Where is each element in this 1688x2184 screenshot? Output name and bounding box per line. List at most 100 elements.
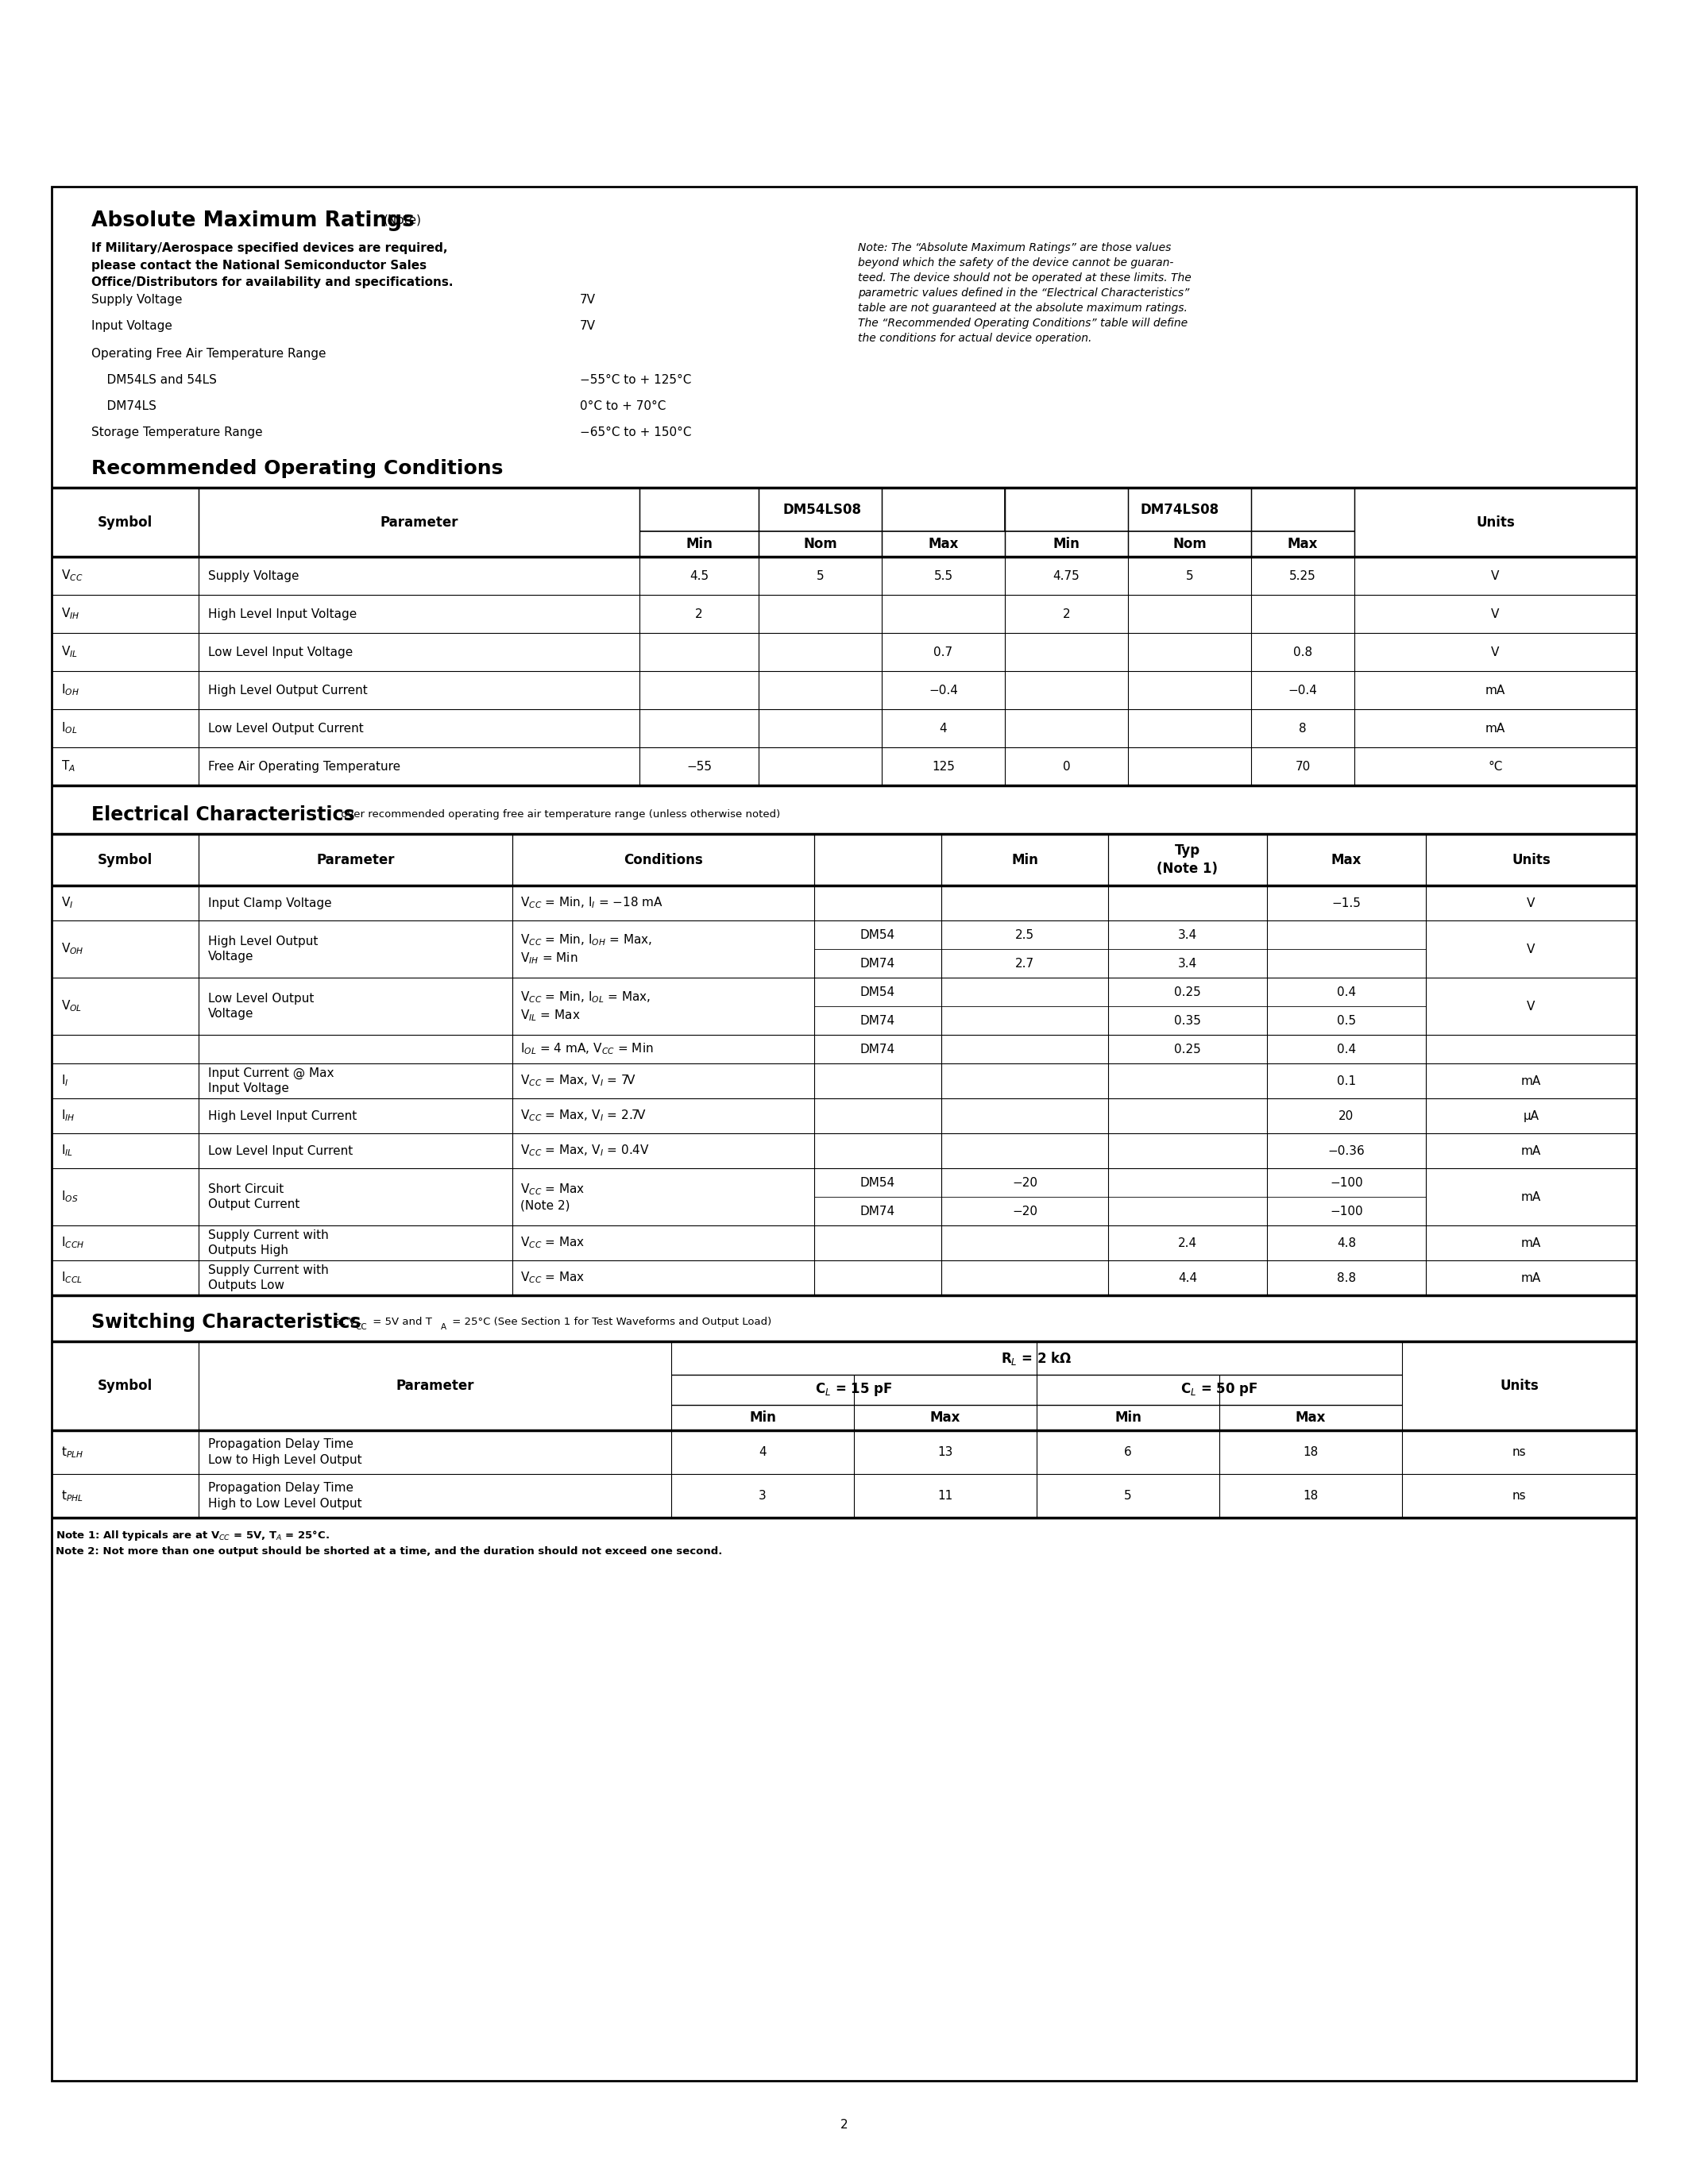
Text: Nom: Nom <box>1173 537 1207 550</box>
Text: Parameter: Parameter <box>316 852 395 867</box>
Text: DM74LS08: DM74LS08 <box>1141 502 1219 518</box>
Text: 5: 5 <box>817 570 824 581</box>
Text: 20: 20 <box>1339 1109 1354 1123</box>
Text: −20: −20 <box>1013 1177 1038 1188</box>
Text: Symbol: Symbol <box>98 1378 152 1393</box>
Text: DM54LS and 54LS: DM54LS and 54LS <box>91 373 216 387</box>
Text: 5: 5 <box>1185 570 1193 581</box>
Text: t$_{PHL}$: t$_{PHL}$ <box>61 1489 83 1503</box>
Text: Conditions: Conditions <box>623 852 702 867</box>
Text: 6: 6 <box>1124 1446 1133 1459</box>
Text: I$_{CCL}$: I$_{CCL}$ <box>61 1271 83 1284</box>
Text: Input Clamp Voltage: Input Clamp Voltage <box>208 898 333 909</box>
Text: mA: mA <box>1521 1075 1541 1088</box>
Text: Units: Units <box>1512 852 1551 867</box>
Text: Propagation Delay Time
High to Low Level Output: Propagation Delay Time High to Low Level… <box>208 1483 361 1509</box>
Text: 3.4: 3.4 <box>1178 957 1197 970</box>
Text: 0.4: 0.4 <box>1337 985 1355 998</box>
Text: at V: at V <box>331 1317 356 1328</box>
Text: −20: −20 <box>1013 1206 1038 1216</box>
Text: 0.8: 0.8 <box>1293 646 1312 657</box>
Text: −1.5: −1.5 <box>1332 898 1361 909</box>
Text: V$_{CC}$ = Max
(Note 2): V$_{CC}$ = Max (Note 2) <box>520 1182 586 1212</box>
Text: Parameter: Parameter <box>395 1378 474 1393</box>
Text: DM54: DM54 <box>861 985 895 998</box>
Text: V: V <box>1491 607 1499 620</box>
Text: Symbol: Symbol <box>98 515 152 529</box>
Text: 8.8: 8.8 <box>1337 1271 1355 1284</box>
Text: DM74LS: DM74LS <box>91 400 157 413</box>
Text: Note: The “Absolute Maximum Ratings” are those values
beyond which the safety of: Note: The “Absolute Maximum Ratings” are… <box>858 242 1192 343</box>
Text: Min: Min <box>1053 537 1080 550</box>
Text: Low Level Output
Voltage: Low Level Output Voltage <box>208 994 314 1020</box>
Text: 3.4: 3.4 <box>1178 928 1197 941</box>
Text: 125: 125 <box>932 760 955 773</box>
Text: I$_{OL}$: I$_{OL}$ <box>61 721 78 736</box>
Text: V$_{CC}$ = Max, V$_I$ = 0.4V: V$_{CC}$ = Max, V$_I$ = 0.4V <box>520 1144 650 1158</box>
Text: Low Level Output Current: Low Level Output Current <box>208 723 363 734</box>
Text: I$_{IH}$: I$_{IH}$ <box>61 1109 74 1123</box>
Text: DM54LS08: DM54LS08 <box>783 502 861 518</box>
Text: = 25°C (See Section 1 for Test Waveforms and Output Load): = 25°C (See Section 1 for Test Waveforms… <box>449 1317 771 1328</box>
Text: Min: Min <box>749 1411 776 1424</box>
Text: DM54: DM54 <box>861 1177 895 1188</box>
Text: Input Current @ Max
Input Voltage: Input Current @ Max Input Voltage <box>208 1068 334 1094</box>
Text: Nom: Nom <box>803 537 837 550</box>
Text: 0.5: 0.5 <box>1337 1016 1355 1026</box>
Text: Storage Temperature Range: Storage Temperature Range <box>91 426 263 439</box>
Text: 4.8: 4.8 <box>1337 1236 1355 1249</box>
Text: t$_{PLH}$: t$_{PLH}$ <box>61 1446 84 1459</box>
Text: V$_I$: V$_I$ <box>61 895 73 911</box>
Text: I$_{OH}$: I$_{OH}$ <box>61 684 79 697</box>
Text: 0.25: 0.25 <box>1175 985 1200 998</box>
Text: 2.5: 2.5 <box>1014 928 1035 941</box>
Text: Min: Min <box>1011 852 1038 867</box>
Text: V$_{CC}$ = Max, V$_I$ = 7V: V$_{CC}$ = Max, V$_I$ = 7V <box>520 1075 636 1088</box>
Text: I$_{IL}$: I$_{IL}$ <box>61 1144 73 1158</box>
Text: 7V: 7V <box>581 295 596 306</box>
Text: 0.25: 0.25 <box>1175 1044 1200 1055</box>
Text: mA: mA <box>1521 1144 1541 1158</box>
Text: 4.75: 4.75 <box>1053 570 1080 581</box>
Text: 11: 11 <box>937 1489 954 1503</box>
Text: If Military/Aerospace specified devices are required,
please contact the Nationa: If Military/Aerospace specified devices … <box>91 242 452 288</box>
Text: R$_L$ = 2 kΩ: R$_L$ = 2 kΩ <box>1001 1350 1072 1367</box>
Text: 0.4: 0.4 <box>1337 1044 1355 1055</box>
Text: 5.25: 5.25 <box>1290 570 1317 581</box>
Text: 5.5: 5.5 <box>933 570 952 581</box>
Text: DM74: DM74 <box>861 957 895 970</box>
Text: −0.4: −0.4 <box>1288 684 1317 697</box>
Text: μA: μA <box>1523 1109 1539 1123</box>
Text: 2.4: 2.4 <box>1178 1236 1197 1249</box>
Text: V$_{IH}$: V$_{IH}$ <box>61 607 79 620</box>
Text: mA: mA <box>1521 1271 1541 1284</box>
Text: Min: Min <box>1114 1411 1141 1424</box>
Text: 8: 8 <box>1300 723 1307 734</box>
Text: 0: 0 <box>1063 760 1070 773</box>
Text: Max: Max <box>928 537 959 550</box>
Text: Propagation Delay Time
Low to High Level Output: Propagation Delay Time Low to High Level… <box>208 1439 361 1465</box>
Text: DM74: DM74 <box>861 1206 895 1216</box>
Text: V: V <box>1528 943 1536 954</box>
Text: Supply Voltage: Supply Voltage <box>208 570 299 581</box>
Text: DM54: DM54 <box>861 928 895 941</box>
Text: I$_{CCH}$: I$_{CCH}$ <box>61 1236 84 1249</box>
Text: Low Level Input Current: Low Level Input Current <box>208 1144 353 1158</box>
Text: Absolute Maximum Ratings: Absolute Maximum Ratings <box>91 210 415 232</box>
Text: Note 2: Not more than one output should be shorted at a time, and the duration s: Note 2: Not more than one output should … <box>56 1546 722 1557</box>
Text: ns: ns <box>1512 1446 1526 1459</box>
Text: Units: Units <box>1501 1378 1538 1393</box>
Text: (Note): (Note) <box>383 214 422 225</box>
Text: C$_L$ = 50 pF: C$_L$ = 50 pF <box>1180 1382 1258 1398</box>
Text: 70: 70 <box>1295 760 1310 773</box>
Text: A: A <box>441 1324 447 1330</box>
Text: 18: 18 <box>1303 1446 1318 1459</box>
Text: mA: mA <box>1521 1236 1541 1249</box>
Text: 5: 5 <box>1124 1489 1131 1503</box>
Text: Input Voltage: Input Voltage <box>91 321 172 332</box>
Text: V$_{CC}$ = Min, I$_I$ = −18 mA: V$_{CC}$ = Min, I$_I$ = −18 mA <box>520 895 663 911</box>
Text: V$_{CC}$ = Min, I$_{OH}$ = Max,
V$_{IH}$ = Min: V$_{CC}$ = Min, I$_{OH}$ = Max, V$_{IH}$… <box>520 933 652 965</box>
Text: 13: 13 <box>937 1446 954 1459</box>
Text: 2: 2 <box>695 607 702 620</box>
Text: I$_{OS}$: I$_{OS}$ <box>61 1190 78 1203</box>
